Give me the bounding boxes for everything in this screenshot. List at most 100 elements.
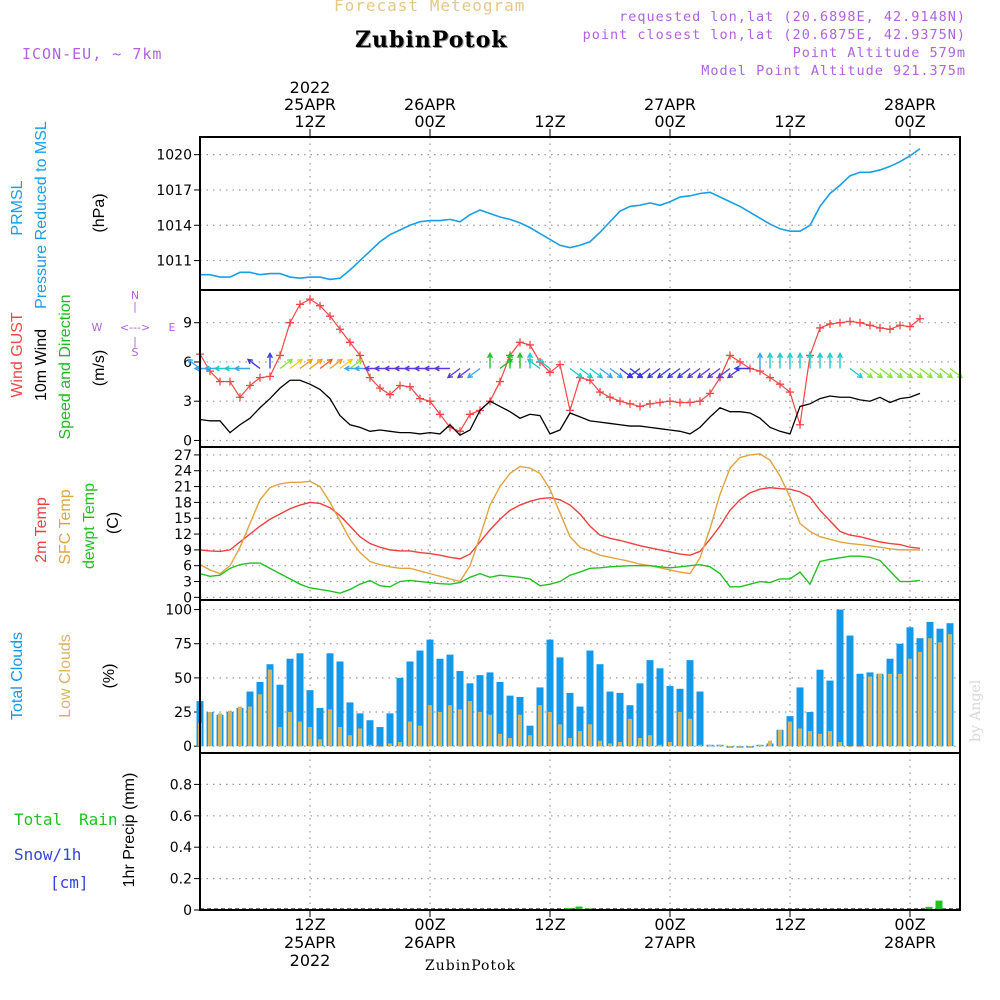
rain-bar — [925, 906, 933, 910]
low-clouds-bar — [598, 740, 602, 747]
precip-rain-label: Rain — [79, 810, 118, 829]
wind-direction-arrow — [836, 352, 844, 369]
gust-marker — [526, 340, 534, 349]
y-tick-label: 21 — [174, 480, 192, 496]
wind-direction-arrow — [676, 367, 691, 379]
y-tick-label: 0 — [183, 433, 192, 449]
low-clouds-bar — [788, 721, 792, 747]
total-clouds-bar — [306, 690, 314, 747]
compass-tick: | — [133, 300, 137, 313]
total-clouds-bar — [386, 713, 394, 747]
total-clouds-bar — [806, 712, 814, 747]
bottom-time-label: 26APR — [404, 933, 456, 952]
low-clouds-bar — [698, 744, 702, 747]
total-clouds-bar — [396, 677, 404, 747]
gust-marker — [466, 410, 474, 419]
model-name: ICON-EU, ~ 7km — [22, 45, 163, 63]
low-clouds-bar — [518, 714, 522, 747]
top-time-label: 00Z — [894, 112, 925, 131]
low-clouds-bar — [778, 729, 782, 747]
total-clouds-bar — [856, 673, 864, 747]
compass-north: N — [131, 289, 139, 302]
low-clouds-label: Low Clouds — [57, 634, 74, 718]
total-clouds-bar — [506, 695, 514, 747]
y-tick-label: 1014 — [156, 218, 192, 234]
bottom-time-label: 00Z — [414, 915, 445, 934]
compass-rose: N|W <---> E|S — [92, 289, 176, 359]
wind-speed-line — [199, 379, 921, 437]
total-clouds-bar — [276, 684, 284, 747]
top-time-label: 2022 — [290, 78, 331, 97]
total-clouds-bar — [446, 654, 454, 747]
temp-sfc-label: SFC Temp — [57, 489, 74, 564]
wind-direction-arrow — [569, 367, 584, 379]
low-clouds-bar — [718, 744, 722, 747]
gust-marker — [906, 322, 914, 331]
low-clouds-bar — [528, 735, 532, 747]
gust-marker — [416, 394, 424, 403]
gust-marker — [686, 398, 694, 407]
wind-direction-arrow — [466, 367, 481, 379]
low-clouds-bar — [468, 701, 472, 747]
low-clouds-bar — [928, 638, 932, 747]
wind-direction-arrow — [849, 367, 864, 379]
total-clouds-bar — [566, 692, 574, 747]
gust-marker — [656, 398, 664, 407]
bottom-time-label: 12Z — [534, 915, 565, 934]
gust-marker — [316, 301, 324, 310]
low-clouds-bar — [208, 712, 212, 747]
wind-direction-arrow — [939, 367, 954, 379]
wind-direction-arrow — [909, 367, 924, 379]
wind-direction-arrow — [656, 367, 671, 379]
y-tick-label: 18 — [174, 495, 192, 511]
wind-direction-arrow — [756, 352, 764, 369]
y-tick-label: 12 — [174, 527, 192, 543]
low-clouds-bar — [418, 725, 422, 747]
total-clouds-bar — [346, 702, 354, 747]
total-clouds-bar — [606, 691, 614, 747]
gust-marker — [496, 377, 504, 386]
low-clouds-bar — [948, 634, 952, 747]
wind-direction-arrow — [899, 367, 914, 379]
total-clouds-bar — [796, 687, 804, 747]
gust-marker — [326, 312, 334, 321]
total-clouds-bar — [316, 707, 324, 747]
low-clouds-bar — [558, 724, 562, 747]
wind-unit-label: (m/s) — [91, 350, 108, 386]
low-clouds-bar — [738, 746, 742, 748]
dewpoint-line — [199, 555, 921, 594]
closest-coords: point closest lon,lat (20.6875E, 42.9375… — [582, 27, 966, 43]
y-tick-label: 27 — [174, 448, 192, 464]
y-tick-label: 0 — [183, 590, 192, 606]
wind-direction-arrow — [786, 352, 794, 369]
gust-marker — [616, 397, 624, 406]
gust-marker — [236, 393, 244, 402]
wind-direction-arrow — [796, 352, 804, 369]
low-clouds-bar — [448, 705, 452, 747]
low-clouds-bar — [708, 744, 712, 747]
gust-marker — [866, 321, 874, 330]
low-clouds-bar — [378, 746, 382, 748]
total-clouds-bar — [406, 661, 414, 747]
gust-marker — [626, 399, 634, 408]
low-clouds-bar — [838, 742, 842, 747]
precip-snow-label: Snow/1h — [14, 845, 81, 864]
product-title: Forecast Meteogram — [334, 0, 526, 15]
temp-unit-label: (C) — [105, 512, 122, 534]
low-clouds-bar — [508, 737, 512, 747]
total-clouds-bar — [576, 706, 584, 747]
low-clouds-bar — [588, 724, 592, 747]
gust-marker — [706, 389, 714, 398]
wind-direction-arrow — [526, 358, 541, 370]
wind-direction-label: Speed and Direction — [57, 295, 74, 440]
wind-direction-arrow — [929, 367, 944, 379]
y-tick-label: 0.6 — [170, 809, 192, 825]
wind-direction-arrow — [696, 367, 711, 379]
bottom-time-label: 28APR — [884, 933, 936, 952]
gust-marker — [296, 300, 304, 309]
pressure-unit-label: (hPa) — [91, 193, 108, 232]
total-clouds-bar — [286, 658, 294, 747]
panel-frame — [199, 446, 961, 601]
